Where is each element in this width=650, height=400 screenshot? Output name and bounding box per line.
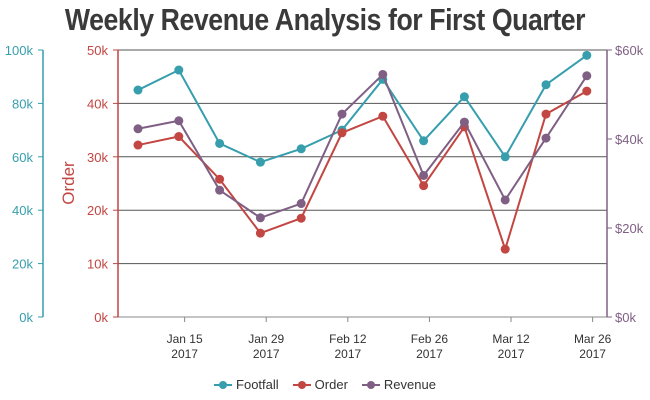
- series-line-order: [137, 90, 588, 253]
- data-point-revenue: [419, 170, 429, 180]
- order-tick-label: 20k: [87, 203, 108, 218]
- series-line-footfall: [137, 54, 588, 164]
- order-tick-label: 0k: [94, 310, 108, 325]
- data-point-footfall: [215, 138, 225, 148]
- data-point-footfall: [419, 136, 429, 146]
- x-tick-label-year: 2017: [579, 347, 606, 361]
- legend-label: Footfall: [236, 377, 279, 392]
- data-point-order: [174, 132, 184, 142]
- data-point-footfall: [174, 65, 184, 75]
- x-tick-label-year: 2017: [171, 347, 198, 361]
- order-tick-label: 40k: [87, 96, 108, 111]
- revenue-tick-label: $60k: [615, 43, 644, 58]
- data-point-revenue: [582, 71, 592, 81]
- data-point-revenue: [337, 109, 347, 119]
- revenue-tick-label: $0k: [615, 310, 636, 325]
- data-point-order: [337, 128, 347, 138]
- x-tick-label: Jan 15: [167, 332, 203, 346]
- footfall-tick-label: 80k: [12, 96, 33, 111]
- data-point-footfall: [541, 80, 551, 90]
- x-tick-label: Jan 29: [248, 332, 284, 346]
- data-point-order: [582, 86, 592, 96]
- data-point-revenue: [133, 124, 143, 134]
- x-tick-label-year: 2017: [498, 347, 525, 361]
- data-point-footfall: [255, 157, 265, 167]
- legend: Footfall Order Revenue: [0, 377, 650, 392]
- order-axis-title: Order: [59, 161, 78, 205]
- data-point-revenue: [174, 116, 184, 126]
- footfall-tick-label: 60k: [12, 150, 33, 165]
- data-point-footfall: [500, 152, 510, 162]
- data-point-order: [133, 140, 143, 150]
- footfall-tick-label: 20k: [12, 257, 33, 272]
- legend-item-footfall[interactable]: Footfall: [214, 377, 279, 392]
- legend-label: Order: [314, 377, 348, 392]
- data-point-revenue: [459, 117, 469, 127]
- footfall-tick-label: 40k: [12, 203, 33, 218]
- x-tick-label-year: 2017: [253, 347, 280, 361]
- x-tick-label-year: 2017: [334, 347, 361, 361]
- data-point-order: [255, 228, 265, 238]
- data-point-order: [378, 111, 388, 121]
- x-tick-label: Mar 12: [492, 332, 530, 346]
- chart-title: Weekly Revenue Analysis for First Quarte…: [64, 2, 586, 37]
- legend-item-order[interactable]: Order: [292, 377, 348, 392]
- legend-label: Revenue: [383, 377, 436, 392]
- data-point-footfall: [133, 85, 143, 95]
- order-tick-label: 30k: [87, 150, 108, 165]
- order-tick-label: 50k: [87, 43, 108, 58]
- footfall-tick-label: 100k: [5, 43, 34, 58]
- legend-marker-icon: [361, 380, 380, 390]
- data-point-footfall: [296, 144, 306, 154]
- data-point-revenue: [215, 185, 225, 195]
- revenue-tick-label: $20k: [615, 221, 644, 236]
- data-point-revenue: [541, 133, 551, 143]
- x-tick-label: Feb 12: [329, 332, 367, 346]
- legend-marker-icon: [214, 380, 233, 390]
- data-point-order: [296, 213, 306, 223]
- data-point-order: [419, 181, 429, 191]
- footfall-tick-label: 0k: [19, 310, 33, 325]
- data-point-revenue: [500, 195, 510, 205]
- legend-marker-icon: [292, 380, 311, 390]
- data-point-revenue: [296, 199, 306, 209]
- data-point-revenue: [255, 213, 265, 223]
- x-tick-label-year: 2017: [416, 347, 443, 361]
- data-point-order: [541, 109, 551, 119]
- revenue-tick-label: $40k: [615, 132, 644, 147]
- x-tick-label: Mar 26: [574, 332, 612, 346]
- legend-item-revenue[interactable]: Revenue: [361, 377, 436, 392]
- data-point-footfall: [582, 50, 592, 60]
- data-point-order: [215, 174, 225, 184]
- order-tick-label: 10k: [87, 257, 108, 272]
- x-tick-label: Feb 26: [411, 332, 449, 346]
- data-point-footfall: [459, 92, 469, 102]
- data-point-order: [500, 244, 510, 254]
- series-line-revenue: [137, 72, 588, 219]
- data-point-revenue: [378, 69, 388, 79]
